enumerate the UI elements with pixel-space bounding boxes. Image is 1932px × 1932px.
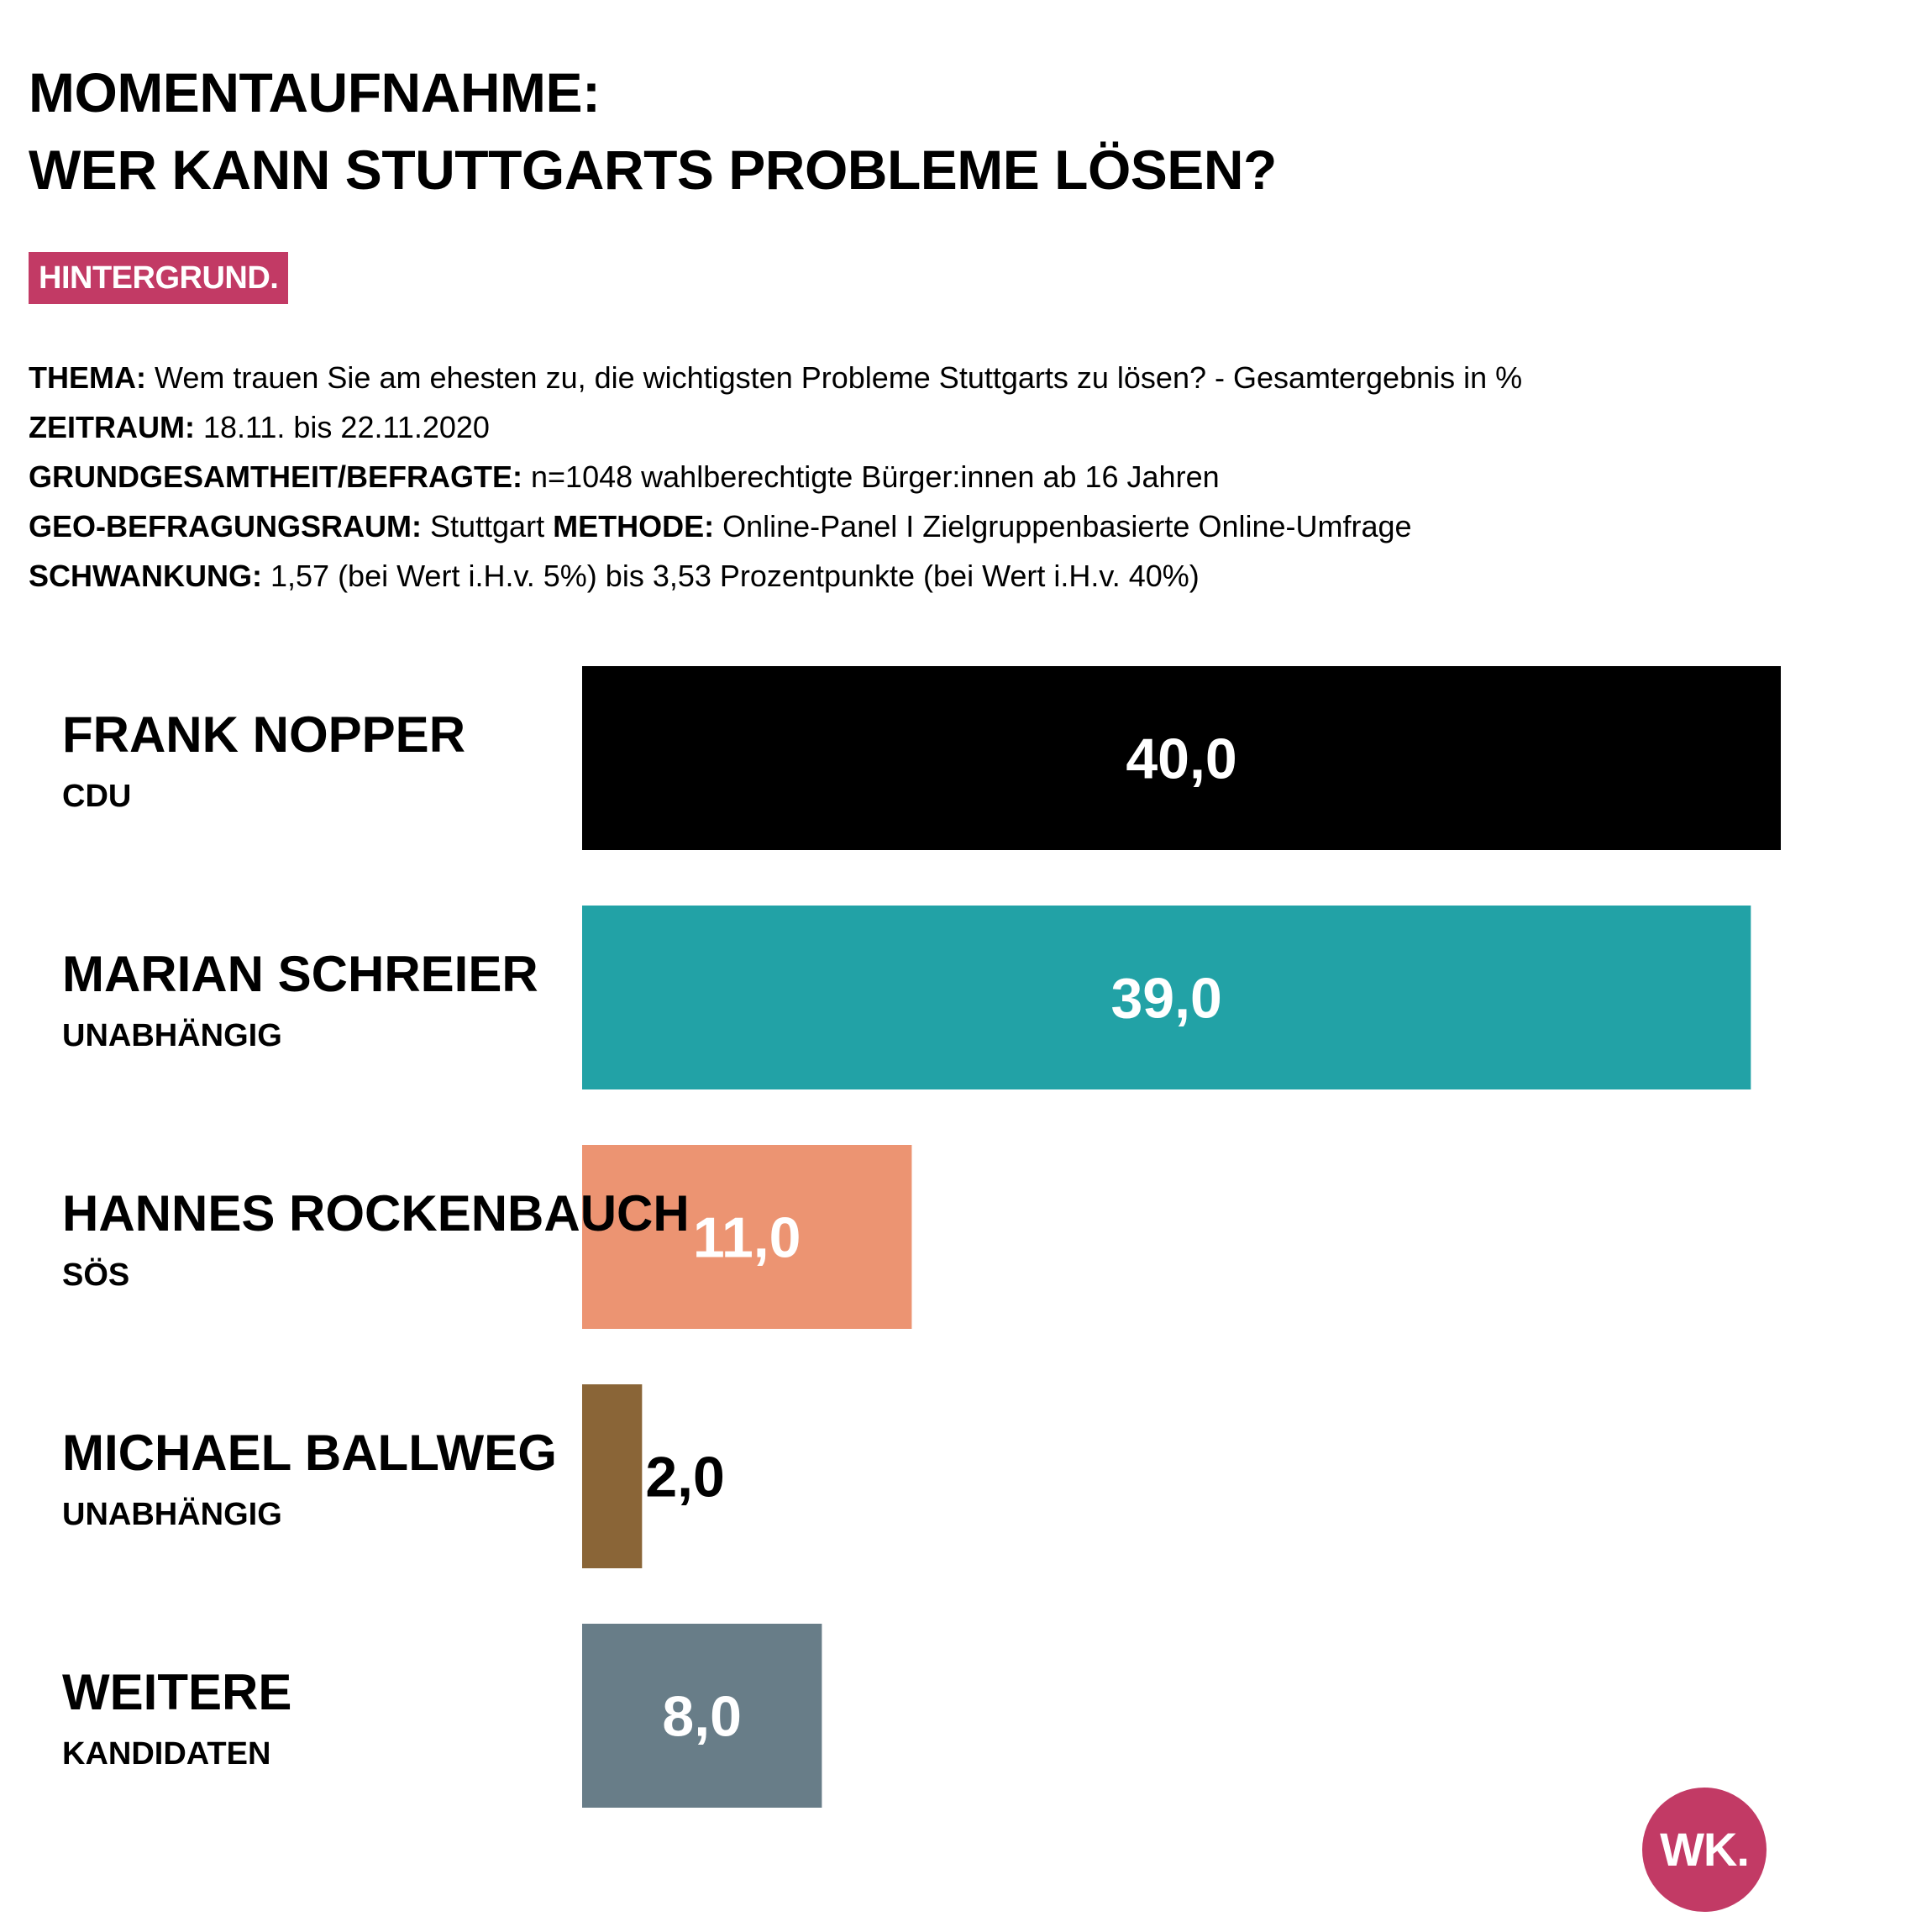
bar-group: 2,0 MICHAEL BALLWEG UNABHÄNGIG [62,1384,725,1568]
bar [582,906,1751,1089]
meta-schwankung-value: 1,57 (bei Wert i.H.v. 5%) bis 3,53 Proze… [270,559,1200,593]
category-label: HANNES ROCKENBAUCH [62,1185,690,1242]
category-label: FRANK NOPPER [62,706,465,763]
category-label: WEITERE [62,1664,291,1720]
bar-value-label: 11,0 [693,1206,801,1270]
bar [582,1624,822,1808]
bar-group: 40,0 FRANK NOPPER CDU [62,666,1781,850]
meta-schwankung: SCHWANKUNG: 1,57 (bei Wert i.H.v. 5%) bi… [29,551,1893,601]
bar-group: 39,0 MARIAN SCHREIER UNABHÄNGIG [62,906,1751,1089]
bar-value-label: 8,0 [662,1685,742,1749]
meta-zeitraum-label: ZEITRAUM: [29,410,195,444]
meta-zeitraum: ZEITRAUM: 18.11. bis 22.11.2020 [29,402,1893,452]
meta-methode-label: METHODE: [553,509,715,543]
meta-grundgesamtheit-label: GRUNDGESAMTHEIT/BEFRAGTE: [29,459,522,494]
meta-thema-value: Wem trauen Sie am ehesten zu, die wichti… [155,360,1523,395]
category-tag: HINTERGRUND. [29,252,289,304]
meta-geo-methode: GEO-BEFRAGUNGSRAUM: Stuttgart METHODE: O… [29,501,1893,551]
category-subtitle: KANDIDATEN [62,1736,270,1772]
meta-geo-label: GEO-BEFRAGUNGSRAUM: [29,509,422,543]
category-label: MARIAN SCHREIER [62,946,538,1002]
wk-logo: WK. [1642,1788,1767,1912]
meta-thema: THEMA: Wem trauen Sie am ehesten zu, die… [29,353,1893,402]
bar-value-label: 2,0 [645,1446,725,1509]
meta-geo-value: Stuttgart [430,509,545,543]
category-label: MICHAEL BALLWEG [62,1425,557,1481]
meta-methode-value: Online-Panel I Zielgruppenbasierte Onlin… [722,509,1412,543]
meta-grundgesamtheit: GRUNDGESAMTHEIT/BEFRAGTE: n=1048 wahlber… [29,452,1893,501]
bar [582,1145,912,1329]
category-subtitle: UNABHÄNGIG [62,1496,282,1532]
meta-thema-label: THEMA: [29,360,146,395]
title-line-1: MOMENTAUFNAHME: [29,61,601,123]
survey-info: THEMA: Wem trauen Sie am ehesten zu, die… [29,353,1893,601]
category-subtitle: CDU [62,779,131,814]
meta-zeitraum-value: 18.11. bis 22.11.2020 [202,410,490,444]
category-subtitle: SÖS [62,1257,129,1293]
bar [582,666,1781,850]
chart-title: MOMENTAUFNAHME: WER KANN STUTTGARTS PROB… [29,54,1277,208]
title-line-2: WER KANN STUTTGARTS PROBLEME LÖSEN? [29,139,1277,201]
meta-schwankung-label: SCHWANKUNG: [29,559,262,593]
meta-grundgesamtheit-value: n=1048 wahlberechtigte Bürger:innen ab 1… [531,459,1220,494]
category-subtitle: UNABHÄNGIG [62,1017,282,1053]
bar-value-label: 39,0 [1110,967,1221,1031]
bar-value-label: 40,0 [1126,727,1236,791]
bar-group: 8,0 WEITERE KANDIDATEN [62,1624,822,1808]
bar [582,1384,643,1568]
